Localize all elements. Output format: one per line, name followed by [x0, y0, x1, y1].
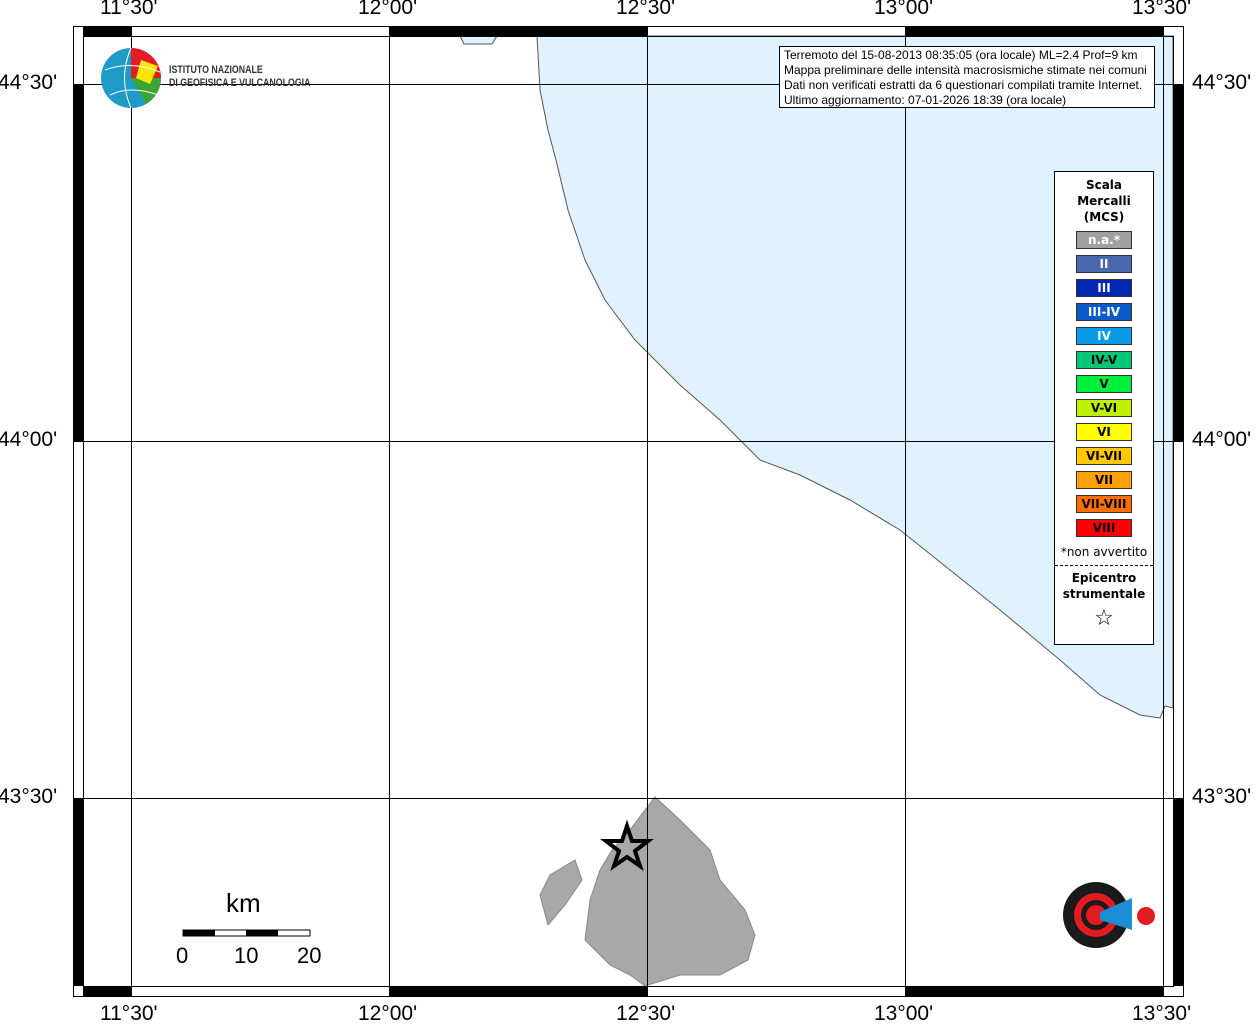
longitude-label: 12°30' — [616, 0, 676, 19]
scale-unit: km — [226, 888, 261, 918]
ingv-line1: ISTITUTO NAZIONALE — [169, 64, 263, 76]
scale-label: 20 — [297, 943, 322, 968]
ingv-line2: DI GEOFISICA E VULCANOLOGIA — [169, 77, 311, 89]
ingv-logo-icon — [101, 47, 161, 109]
scale-label: 0 — [176, 943, 189, 968]
longitude-label: 13°30' — [1132, 1002, 1192, 1024]
longitude-label: 13°30' — [1132, 0, 1192, 19]
inner-frame — [83, 36, 1174, 987]
frame-bar — [1174, 84, 1183, 441]
legend-swatch: IV-V — [1076, 351, 1132, 369]
latitude-label: 44°30' — [0, 71, 58, 94]
info-line: Ultimo aggiornamento: 07-01-2026 18:39 (… — [784, 93, 1067, 107]
frame-bar — [83, 987, 131, 996]
mcs-legend: Scala Mercalli (MCS) n.a.* II III III-IV IV I… — [1054, 171, 1154, 645]
legend-swatch: VIII — [1076, 519, 1132, 537]
scale-bar — [182, 929, 311, 937]
latitude-label: 44°00' — [1192, 428, 1252, 451]
longitude-label: 12°00' — [358, 1002, 418, 1024]
longitude-label: 12°30' — [616, 1002, 676, 1024]
legend-swatch: VI — [1076, 423, 1132, 441]
longitude-label: 13°00' — [874, 1002, 934, 1024]
frame-bar — [389, 987, 647, 996]
frame-bars — [74, 27, 1183, 996]
event-info-box: Terremoto del 15-08-2013 08:35:05 (ora l… — [779, 46, 1155, 108]
legend-swatch: III-IV — [1076, 303, 1132, 321]
legend-title: Mercalli — [1077, 194, 1131, 208]
info-line: Mappa preliminare delle intensità macros… — [784, 63, 1147, 77]
frame-bar — [74, 84, 83, 441]
star-icon: ☆ — [1094, 606, 1114, 631]
epicenter-label: strumentale — [1062, 587, 1146, 601]
legend-swatch: VII-VIII — [1076, 495, 1132, 513]
epicenter-star-icon[interactable] — [600, 819, 654, 872]
region-fragment — [539, 859, 583, 927]
longitude-label: 11°30' — [100, 1002, 158, 1024]
frame-bar — [74, 798, 83, 986]
latitude-label: 44°00' — [0, 428, 58, 451]
frame-bar — [905, 27, 1163, 36]
frame-bar — [1174, 798, 1183, 986]
legend-title: Scala — [1085, 178, 1123, 192]
sea — [536, 35, 1174, 719]
legend-swatch: IV — [1076, 327, 1132, 345]
sea-fragment — [459, 35, 498, 45]
info-line: Terremoto del 15-08-2013 08:35:05 (ora l… — [784, 48, 1138, 62]
latitude-label: 44°30' — [1192, 71, 1252, 94]
scale-label: 10 — [234, 943, 259, 968]
legend-divider — [1055, 565, 1153, 566]
epicenter-label: Epicentro — [1071, 571, 1137, 585]
hsit-logo-icon — [1063, 882, 1155, 948]
latitude-label: 43°30' — [0, 785, 58, 808]
frame-bar — [83, 27, 131, 36]
frame-bar — [905, 987, 1163, 996]
info-line: Dati non verificati estratti da 6 questi… — [784, 78, 1143, 92]
legend-swatch: II — [1076, 255, 1132, 273]
legend-note: *non avvertito — [1060, 545, 1148, 559]
longitude-label: 13°00' — [874, 0, 934, 19]
ingv-logo-text: ISTITUTO NAZIONALE DI GEOFISICA E VULCAN… — [169, 64, 310, 90]
longitude-label: 12°00' — [358, 0, 418, 19]
legend-swatch: VI-VII — [1076, 447, 1132, 465]
latitude-label: 43°30' — [1192, 785, 1252, 808]
graticule — [73, 26, 1183, 996]
frame-bar — [389, 27, 647, 36]
outer-frame — [73, 26, 1184, 997]
legend-swatch: VII — [1076, 471, 1132, 489]
legend-swatch: V-VI — [1076, 399, 1132, 417]
legend-title: (MCS) — [1083, 210, 1125, 224]
longitude-label: 11°30' — [100, 0, 158, 19]
legend-swatch: III — [1076, 279, 1132, 297]
legend-swatch: n.a.* — [1076, 231, 1132, 249]
legend-swatch: V — [1076, 375, 1132, 393]
